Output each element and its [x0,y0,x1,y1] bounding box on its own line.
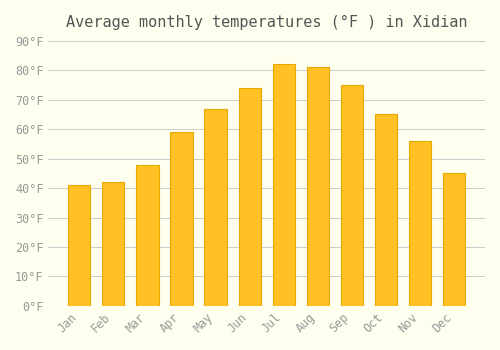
Bar [238,88,260,306]
Bar [341,85,363,306]
Bar [409,141,431,306]
Title: Average monthly temperatures (°F ) in Xidian: Average monthly temperatures (°F ) in Xi… [66,15,468,30]
Bar [375,114,397,306]
Bar [170,132,192,306]
Bar [306,68,329,306]
Bar [102,182,124,306]
Bar [68,185,90,306]
Bar [443,173,465,306]
Bar [136,164,158,306]
Bar [272,64,295,306]
Bar [204,108,227,306]
